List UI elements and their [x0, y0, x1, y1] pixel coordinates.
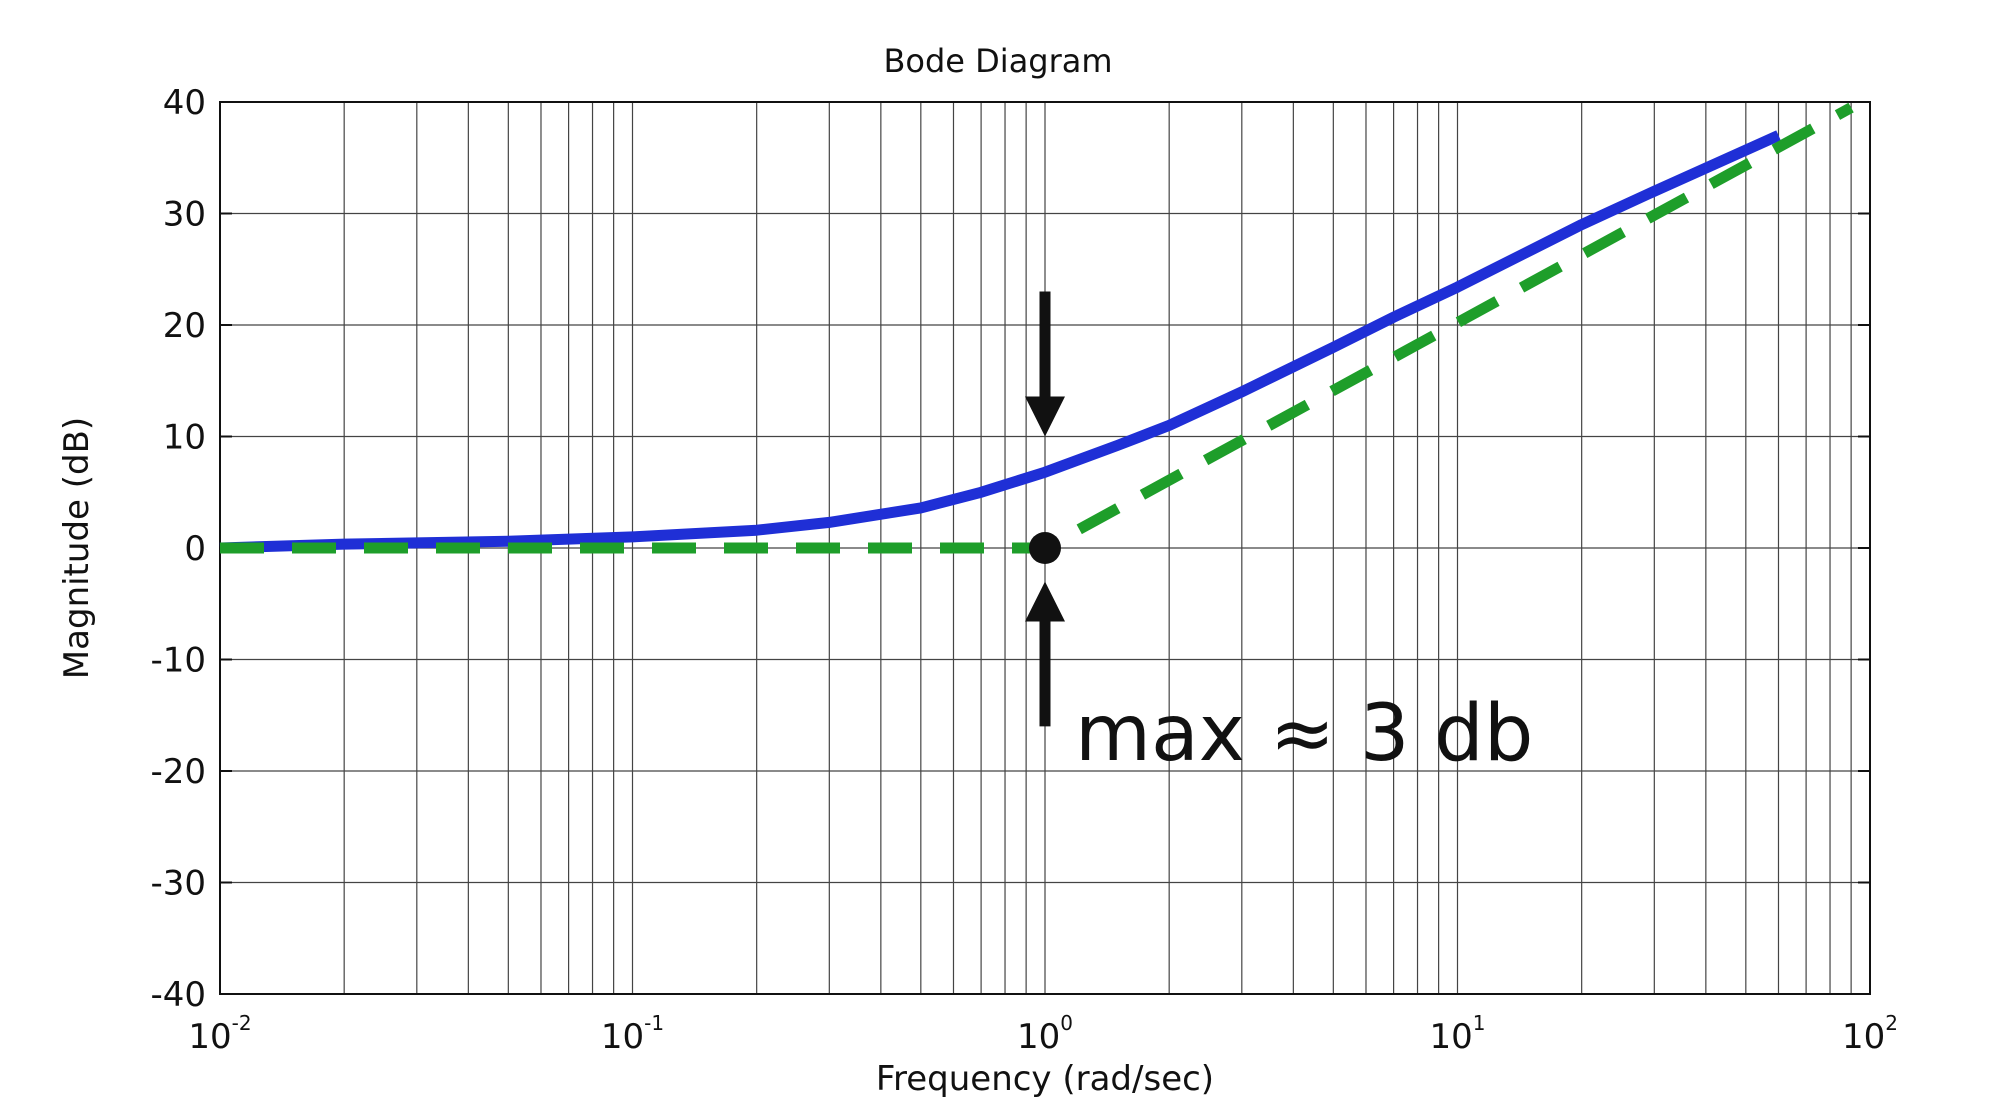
arrow-head — [1025, 396, 1065, 437]
x-tick-label: 102 — [1842, 1011, 1898, 1057]
x-tick-labels: 10-2 10-1 100 101 102 — [188, 1011, 1898, 1057]
x-tick-label: 100 — [1017, 1011, 1073, 1057]
asymptote-line — [220, 102, 1854, 554]
x-tick-label: 101 — [1430, 1011, 1486, 1057]
y-tick-label: -20 — [150, 752, 206, 792]
y-tick-label: -10 — [150, 641, 206, 681]
arrow-head — [1025, 581, 1065, 622]
x-tick-label: 10-1 — [601, 1011, 664, 1057]
y-tick-label: 40 — [163, 83, 206, 123]
y-tick-label: 30 — [163, 195, 206, 235]
y-tick-label: 20 — [163, 306, 206, 346]
annotation-layer: max ≈ 3 db — [1025, 291, 1533, 779]
y-axis-label: Magnitude (dB) — [57, 417, 97, 679]
x-tick-label: 10-2 — [188, 1011, 251, 1057]
magnitude-line — [219, 130, 1781, 554]
y-tick-label: 10 — [163, 418, 206, 458]
y-tick-label: -30 — [150, 864, 206, 904]
annotation-text: max ≈ 3 db — [1075, 689, 1533, 779]
corner-marker — [1029, 532, 1061, 564]
y-tick-labels: -40 -30 -20 -10 0 10 20 30 40 — [150, 83, 1870, 1015]
x-axis-label: Frequency (rad/sec) — [876, 1059, 1214, 1099]
chart-title: Bode Diagram — [883, 42, 1112, 80]
y-tick-label: -40 — [150, 975, 206, 1015]
y-tick-label: 0 — [184, 529, 206, 569]
grid — [220, 102, 1870, 994]
series-layer — [219, 102, 1854, 554]
